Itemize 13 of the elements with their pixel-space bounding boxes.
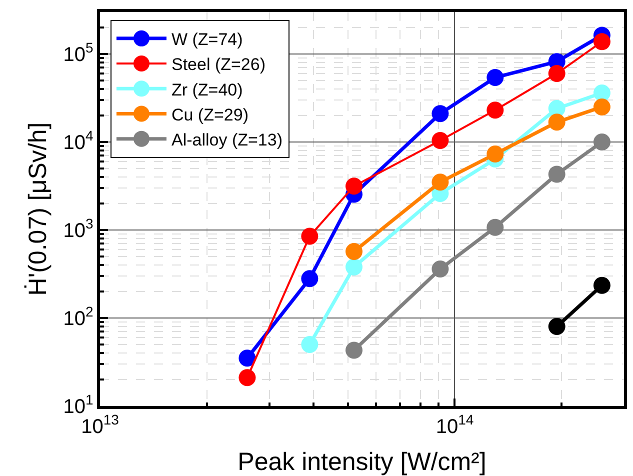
x-tick-label: 10$^{14}$ [436, 411, 474, 438]
y-tick-label: 10$^{2}$ [63, 304, 94, 330]
legend-label: Cu (Z=29) [171, 105, 248, 124]
legend-label: Steel (Z=26) [171, 55, 266, 74]
y-tick-label: 10$^{3}$ [63, 216, 94, 242]
y-tick-label: 10$^{1}$ [63, 392, 94, 418]
legend-label: Zr (Z=40) [171, 80, 243, 100]
legend-label: Al-alloy (Z=13) [171, 130, 282, 150]
y-tick-label: 10$^{5}$ [63, 40, 94, 66]
x-axis-title: Peak intensity [W/cm²] [238, 448, 486, 476]
y-tick-label: 10$^{4}$ [63, 128, 94, 154]
legend-label: W (Z=74) [171, 30, 243, 50]
y-axis-title: Ḣ'(0.07) [μSv/h] [24, 122, 52, 296]
